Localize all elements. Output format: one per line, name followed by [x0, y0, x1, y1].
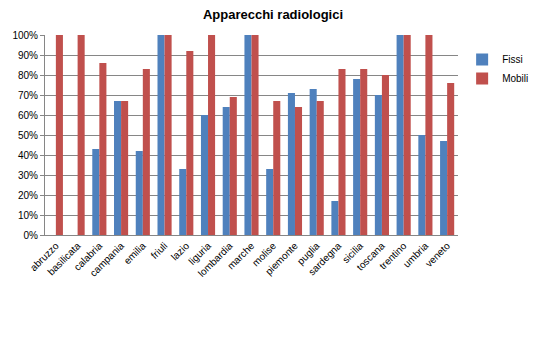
- svg-text:Apparecchi radiologici: Apparecchi radiologici: [203, 7, 343, 22]
- svg-text:toscana: toscana: [354, 240, 387, 273]
- svg-text:campania: campania: [88, 240, 127, 279]
- svg-text:puglia: puglia: [295, 240, 322, 267]
- svg-text:lombardia: lombardia: [196, 240, 235, 279]
- svg-text:basilicata: basilicata: [45, 240, 83, 278]
- svg-text:liguria: liguria: [186, 240, 213, 267]
- svg-text:0%: 0%: [24, 230, 39, 241]
- svg-text:friuli: friuli: [149, 240, 170, 261]
- svg-text:30%: 30%: [18, 170, 38, 181]
- svg-text:Mobili: Mobili: [502, 73, 528, 84]
- svg-text:90%: 90%: [18, 50, 38, 61]
- svg-text:50%: 50%: [18, 130, 38, 141]
- svg-text:sardegna: sardegna: [306, 240, 344, 278]
- svg-text:trentino: trentino: [377, 240, 409, 272]
- svg-text:emilia: emilia: [122, 240, 149, 267]
- svg-text:100%: 100%: [12, 30, 38, 41]
- svg-text:80%: 80%: [18, 70, 38, 81]
- svg-text:veneto: veneto: [423, 240, 452, 269]
- svg-text:Fissi: Fissi: [502, 54, 523, 65]
- svg-text:70%: 70%: [18, 90, 38, 101]
- svg-text:60%: 60%: [18, 110, 38, 121]
- svg-text:sicilia: sicilia: [340, 240, 365, 265]
- svg-text:lazio: lazio: [169, 240, 192, 263]
- svg-text:40%: 40%: [18, 150, 38, 161]
- svg-text:umbria: umbria: [401, 240, 431, 270]
- svg-text:abruzzo: abruzzo: [28, 240, 61, 273]
- svg-text:20%: 20%: [18, 190, 38, 201]
- svg-text:marche: marche: [225, 240, 257, 272]
- svg-text:molise: molise: [250, 240, 279, 269]
- svg-text:10%: 10%: [18, 210, 38, 221]
- svg-text:piemonte: piemonte: [263, 240, 300, 277]
- svg-text:calabria: calabria: [72, 240, 105, 273]
